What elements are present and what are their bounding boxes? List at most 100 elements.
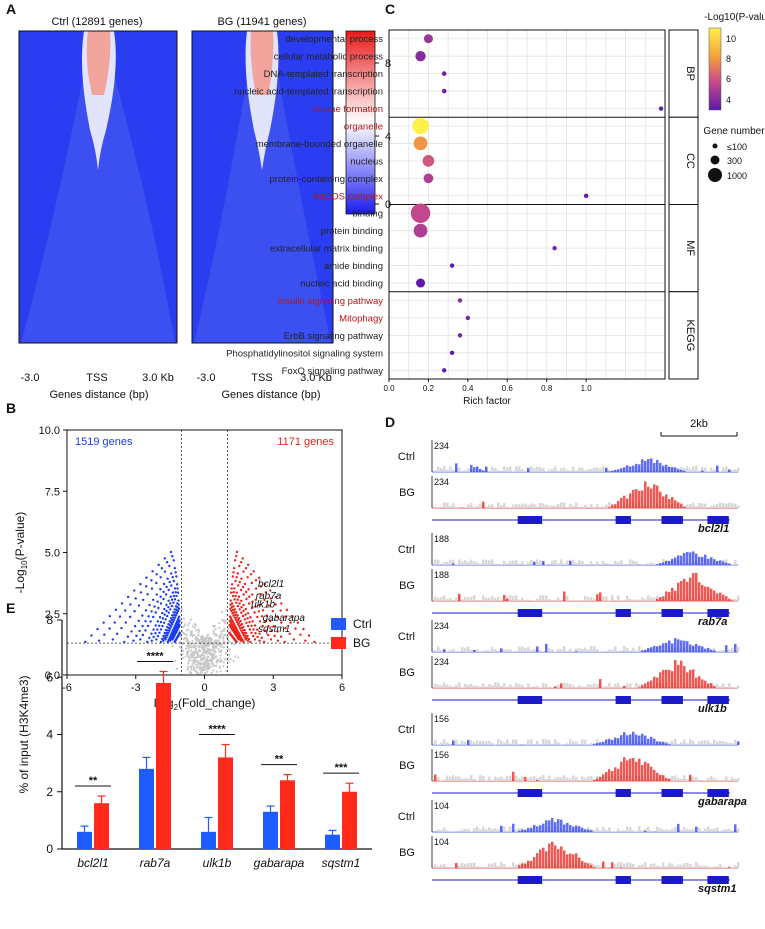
track-background-bar [650,562,653,565]
track-background-bar [530,739,533,745]
track-background-bar [581,648,584,652]
track-background-bar [710,829,713,832]
track-signal-bar [548,843,551,868]
track-background-bar [683,863,686,868]
track-background-bar [728,683,731,688]
up-regulated-points-point [269,638,273,641]
track-background-bar [443,466,446,472]
down-regulated-points-point [126,635,130,638]
track-background-bar [455,739,458,745]
track-background-bar [491,559,494,565]
down-regulated-points-point [118,615,122,618]
track-background-bar [611,649,614,652]
track-background-bar [512,862,515,868]
up-regulated-points-point [244,638,247,641]
track-signal-bar [482,501,485,508]
track-background-bar [722,779,725,781]
grey-point [223,633,226,637]
track-background-bar [620,560,623,565]
term-label: cellular metabolic process [274,52,384,63]
track-background-bar [725,776,728,781]
track-background-bar [551,468,554,472]
track-background-bar [554,559,557,565]
legend-swatch-ctrl [331,618,346,630]
track-background-bar [668,829,671,832]
track-signal-bar [554,686,557,688]
track-signal-bar [638,758,641,781]
track-signal-bar [692,669,695,688]
track-background-bar [461,687,464,688]
track-background-bar [674,865,677,868]
track-background-bar [518,646,521,652]
track-background-bar [503,503,506,508]
down-regulated-points-point [124,609,127,612]
y-tick-label: 2.5 [45,609,60,621]
track-signal-bar [683,665,686,688]
up-regulated-points-point [251,600,254,603]
down-regulated-points-point [172,611,175,614]
track-background-bar [692,466,695,472]
track-signal-bar [614,469,617,472]
grey-point [217,648,220,651]
track-background-bar [653,563,656,565]
track-signal-bar [710,649,713,652]
track-background-bar [593,506,596,508]
track-background-bar [518,504,521,508]
track-background-bar [590,469,593,472]
up-regulated-points-point [238,580,242,584]
grey-point [192,661,195,664]
down-regulated-points-point [155,573,158,576]
gene-annotation: ulk1b [251,600,275,611]
track-background-bar [473,561,476,565]
track-background-bar [557,471,560,472]
track-signal-bar [650,736,653,745]
down-regulated-points-point [177,599,180,602]
track-background-bar [578,600,581,601]
grey-point [197,631,200,634]
track-signal-bar [527,827,530,832]
track-background-bar [470,740,473,745]
y-tick-label: 0 [46,842,53,856]
up-regulated-points-point [269,597,272,600]
track-background-bar [650,830,653,832]
up-regulated-points-point [250,606,254,610]
track-signal-bar [677,664,680,688]
down-regulated-points-point [172,601,175,604]
track-background-bar [491,466,494,472]
track-background-bar [698,741,701,745]
track-background-bar [500,685,503,688]
down-regulated-points-point [156,620,160,623]
track-background-bar [584,505,587,508]
track-background-bar [536,598,539,601]
up-regulated-points-point [294,627,297,630]
track-background-bar [455,597,458,601]
track-background-bar [449,598,452,601]
track-background-bar [713,866,716,868]
up-regulated-points-point [238,608,241,611]
track-signal-bar [620,761,623,781]
up-regulated-points-point [229,599,232,602]
track-background-bar [734,599,737,601]
track-signal-bar [653,769,656,781]
track-signal-bar [677,582,680,601]
track-signal-bar [581,860,584,868]
grey-point [184,647,187,650]
down-regulated-points-point [159,588,162,591]
track-background-bar [491,779,494,781]
up-regulated-points-point [274,603,277,606]
track-background-bar [689,739,692,745]
grey-point [201,634,204,638]
grey-point [220,643,223,646]
track-signal-bar [677,469,680,472]
track-background-bar [518,743,521,745]
down-regulated-points-point [134,597,137,600]
down-regulated-points-point [177,607,181,611]
down-regulated-points-point [173,598,177,601]
track-background-bar [722,467,725,472]
track-background-bar [497,829,500,832]
track-background-bar [563,682,566,688]
track-background-bar [485,597,488,601]
track-background-bar [716,866,719,868]
up-regulated-points-point [267,604,270,607]
grey-point [203,657,206,661]
